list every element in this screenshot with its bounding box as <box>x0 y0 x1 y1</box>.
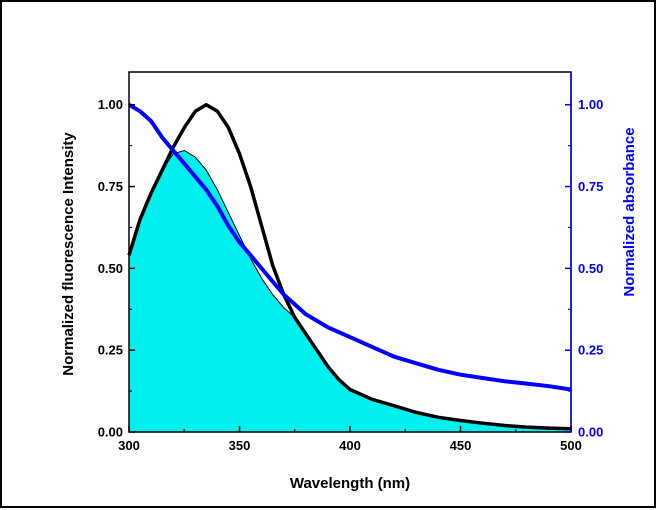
y-left-tick-label: 0.00 <box>98 425 123 440</box>
y-right-tick-label: 0.50 <box>578 261 603 276</box>
series-1-line <box>127 102 572 431</box>
x-tick-label: 400 <box>339 438 361 453</box>
y-axis-label-left: Normalized fluorescence Intensity <box>60 132 77 376</box>
series-2-line <box>127 102 572 392</box>
y-right-tick-label: 0.75 <box>578 179 603 194</box>
y-right-tick-label: 0.25 <box>578 343 603 358</box>
x-axis-label: Wavelength (nm) <box>290 475 410 492</box>
y-left-tick-label: 0.25 <box>98 343 123 358</box>
x-tick-label: 450 <box>450 438 472 453</box>
x-tick-label: 300 <box>118 438 140 453</box>
x-tick-label: 500 <box>560 438 582 453</box>
y-left-tick-label: 0.75 <box>98 179 123 194</box>
x-tick-label: 350 <box>229 438 251 453</box>
y-right-tick-label: 0.00 <box>578 425 603 440</box>
y-left-tick-label: 1.00 <box>98 97 123 112</box>
y-axis-label-right: Normalized absorbance <box>621 127 638 296</box>
y-left-tick-label: 0.50 <box>98 261 123 276</box>
series-lines-layer <box>127 102 572 431</box>
y-right-tick-label: 1.00 <box>578 97 603 112</box>
